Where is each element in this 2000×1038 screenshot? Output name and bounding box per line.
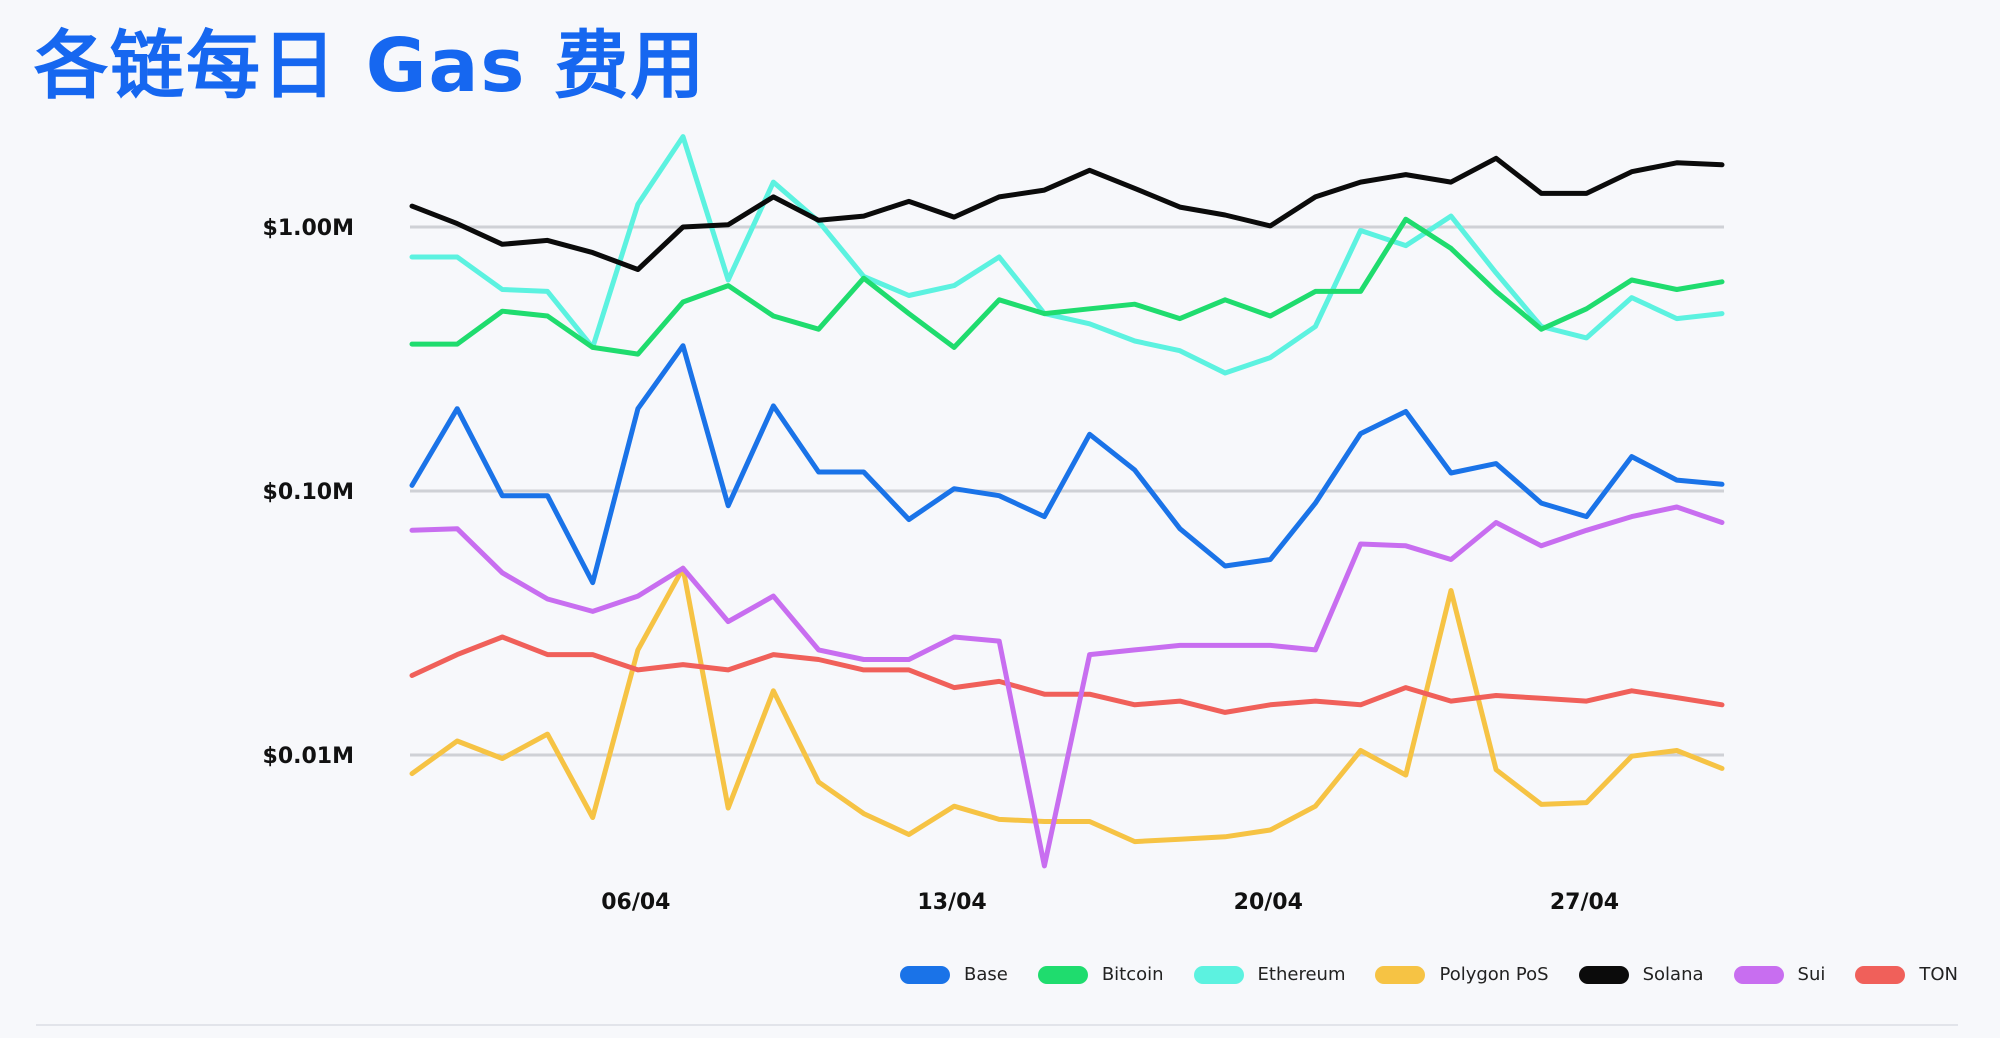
legend-item-ethereum: Ethereum (1193, 964, 1346, 985)
y-tick-label: $0.10M (263, 480, 354, 505)
legend-label: Bitcoin (1101, 964, 1164, 985)
series-line-polygon-pos (409, 565, 1725, 845)
x-tick-label: 27/04 (1550, 890, 1619, 915)
legend-item-bitcoin: Bitcoin (1037, 964, 1164, 985)
series-line-base (409, 343, 1725, 586)
x-tick-label: 20/04 (1234, 890, 1303, 915)
y-axis-ticks: $1.00M $0.10M $0.01M (263, 216, 354, 769)
series-line-sui (409, 504, 1725, 869)
y-tick-label: $1.00M (263, 216, 354, 241)
bottom-divider (36, 1024, 1958, 1026)
legend-item-polygon-pos: Polygon PoS (1375, 964, 1549, 985)
x-tick-label: 06/04 (601, 890, 670, 915)
legend-item-solana: Solana (1578, 964, 1704, 985)
legend-swatch (899, 965, 950, 984)
legend-label: TON (1919, 964, 1958, 985)
series-lines (409, 134, 1725, 869)
chart-title: 各链每日 Gas 费用 (34, 23, 707, 109)
legend-swatch (1855, 965, 1906, 984)
series-line-bitcoin (409, 216, 1725, 357)
y-tick-label: $0.01M (263, 744, 354, 769)
legend-label: Polygon PoS (1439, 964, 1549, 985)
legend-swatch (1193, 965, 1244, 984)
legend-swatch (1037, 965, 1088, 984)
legend-label: Base (963, 964, 1008, 985)
x-axis-ticks: 06/04 13/04 20/04 27/04 (601, 890, 1619, 915)
legend-swatch (1578, 965, 1629, 984)
legend-label: Sui (1797, 964, 1826, 985)
legend-item-ton: TON (1855, 964, 1958, 985)
series-line-ton (409, 634, 1725, 715)
series-line-ethereum (409, 134, 1725, 376)
legend-label: Ethereum (1257, 964, 1346, 985)
x-tick-label: 13/04 (917, 890, 986, 915)
legend-item-base: Base (899, 964, 1008, 985)
legend: Base Bitcoin Ethereum Polygon PoS Solana Sui T… (899, 964, 1958, 985)
legend-label: Solana (1642, 964, 1704, 985)
legend-swatch (1375, 965, 1426, 984)
legend-item-sui: Sui (1733, 964, 1826, 985)
series-line-solana (409, 155, 1725, 272)
legend-swatch (1733, 965, 1784, 984)
